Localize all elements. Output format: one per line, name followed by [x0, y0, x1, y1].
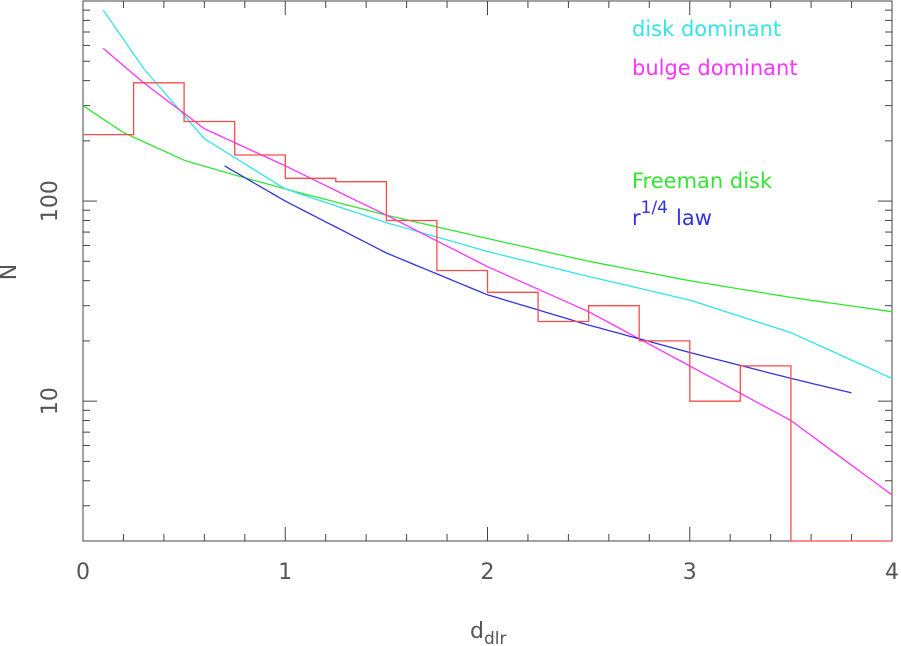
legend-r14-exponent: 1/4 [641, 198, 668, 218]
y-axis-label: N [0, 264, 22, 280]
legend-r14-law: r1/4 law [632, 198, 712, 230]
legend-r14-tail: law [676, 206, 712, 230]
x-axis-label-main: d [470, 619, 484, 644]
legend-disk-dominant: disk dominant [632, 17, 781, 41]
y-tick-label: 100 [38, 180, 63, 222]
legend: disk dominant bulge dominant Freeman dis… [632, 17, 798, 230]
frame-and-ticks [82, 0, 893, 542]
bulge-dominant-series [102, 47, 893, 496]
x-tick-label: 0 [76, 560, 90, 585]
x-axis-label-subscript: dlr [484, 629, 507, 646]
x-tick-label: 2 [481, 560, 495, 585]
bulge-dominant-line [102, 47, 893, 496]
x-tick-label: 1 [278, 560, 292, 585]
x-axis-label: ddlr [470, 619, 506, 646]
legend-r14-base: r [632, 206, 641, 230]
histogram-steps [83, 82, 892, 542]
legend-freeman-disk: Freeman disk [632, 169, 773, 193]
y-tick-labels: 10 100 [38, 180, 63, 415]
x-tick-label: 4 [885, 560, 899, 585]
x-tick-label: 3 [683, 560, 697, 585]
legend-bulge-dominant: bulge dominant [632, 56, 798, 80]
histogram [83, 82, 892, 542]
x-tick-labels: 0 1 2 3 4 [76, 560, 899, 585]
y-tick-label: 10 [38, 387, 63, 415]
